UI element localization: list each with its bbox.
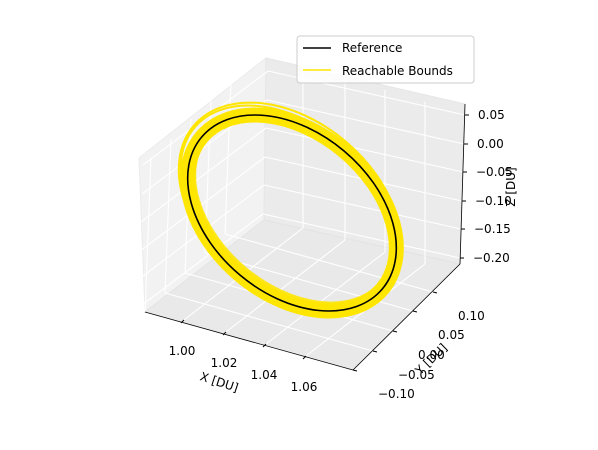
legend: Reference Reachable Bounds xyxy=(296,35,475,84)
x-grid-line xyxy=(265,251,386,345)
x-axis-label: X [DU] xyxy=(198,369,240,394)
z-grid-line xyxy=(140,127,267,223)
z-grid-line xyxy=(262,213,461,259)
y-tick-mark xyxy=(432,291,438,294)
z-grid-line xyxy=(137,213,264,309)
x-grid-line xyxy=(225,239,346,333)
y-grid-line xyxy=(224,233,434,293)
y-axis-line xyxy=(352,263,461,371)
z-axis-label: Z [DU] xyxy=(504,167,518,206)
z-tick-label: −0.15 xyxy=(474,222,511,236)
y-tick-label: −0.10 xyxy=(378,387,415,401)
y-tick-mark xyxy=(352,369,358,372)
y-tick-label: 0.05 xyxy=(438,328,465,342)
z-grid-line xyxy=(139,156,266,252)
z-tick-label: 0.05 xyxy=(478,108,505,122)
y-tick-label: 0.00 xyxy=(418,348,445,362)
y-tick-mark xyxy=(392,330,398,333)
x-tick-label: 1.00 xyxy=(169,344,196,358)
orbit-plot xyxy=(177,101,404,319)
legend-label-reachable-bounds: Reachable Bounds xyxy=(342,64,453,78)
y-grid-line xyxy=(164,292,374,352)
legend-label-reference: Reference xyxy=(342,41,402,55)
z-grid-line xyxy=(266,99,465,145)
z-tick-label: 0.00 xyxy=(477,137,504,151)
x-tick-label: 1.06 xyxy=(291,380,318,394)
z-grid-line xyxy=(263,184,462,230)
axis-ticks: 1.00 1.02 1.04 1.06 −0.10 −0.05 0.00 0.05 0.10 −0… xyxy=(144,103,513,401)
y-grid-line xyxy=(144,157,152,313)
x-axis-line xyxy=(144,311,354,371)
x-tick-label: 1.04 xyxy=(251,368,278,382)
y-tick-mark xyxy=(412,310,418,313)
y-tick-label: 0.10 xyxy=(458,309,485,323)
y-grid-line xyxy=(164,138,172,294)
z-tick-label: −0.10 xyxy=(475,194,512,208)
legend-box xyxy=(296,35,475,84)
z-tick-label: −0.20 xyxy=(473,251,510,265)
x-tick-label: 1.02 xyxy=(211,356,238,370)
series-reference xyxy=(186,114,398,312)
x-tick-mark xyxy=(222,331,227,336)
z-axis-line xyxy=(459,103,466,265)
z-grid-line xyxy=(265,127,464,173)
z-tick-label: −0.05 xyxy=(476,165,513,179)
y-tick-mark xyxy=(372,350,378,353)
y-tick-label: −0.05 xyxy=(398,368,435,382)
